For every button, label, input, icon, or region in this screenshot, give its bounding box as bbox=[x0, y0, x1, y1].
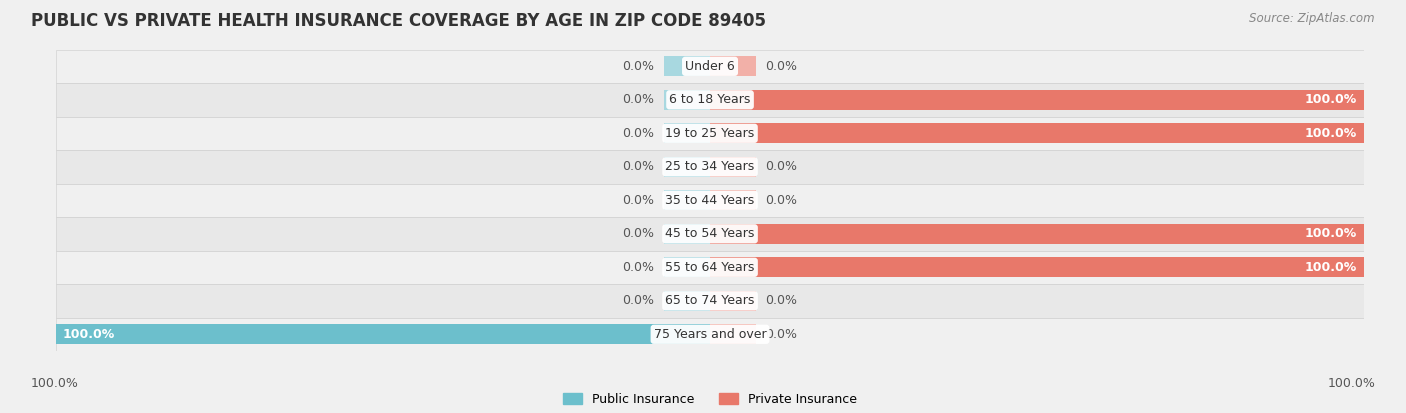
Text: 25 to 34 Years: 25 to 34 Years bbox=[665, 160, 755, 173]
Bar bbox=[664, 224, 710, 244]
Text: 0.0%: 0.0% bbox=[623, 194, 654, 207]
Bar bbox=[710, 224, 1364, 244]
Text: 35 to 44 Years: 35 to 44 Years bbox=[665, 194, 755, 207]
Text: 0.0%: 0.0% bbox=[766, 160, 797, 173]
Text: 19 to 25 Years: 19 to 25 Years bbox=[665, 127, 755, 140]
Bar bbox=[710, 56, 756, 76]
Text: 0.0%: 0.0% bbox=[766, 328, 797, 341]
Text: 100.0%: 100.0% bbox=[1305, 93, 1357, 106]
Text: 100.0%: 100.0% bbox=[1327, 377, 1375, 390]
Text: 0.0%: 0.0% bbox=[623, 227, 654, 240]
Text: Source: ZipAtlas.com: Source: ZipAtlas.com bbox=[1250, 12, 1375, 25]
Bar bbox=[56, 150, 1364, 183]
Legend: Public Insurance, Private Insurance: Public Insurance, Private Insurance bbox=[558, 388, 862, 411]
Text: 0.0%: 0.0% bbox=[623, 294, 654, 307]
Bar bbox=[664, 257, 710, 278]
Text: 55 to 64 Years: 55 to 64 Years bbox=[665, 261, 755, 274]
Bar bbox=[56, 183, 1364, 217]
Text: 0.0%: 0.0% bbox=[623, 261, 654, 274]
Bar bbox=[664, 123, 710, 143]
Bar bbox=[664, 56, 710, 76]
Bar bbox=[710, 90, 1364, 110]
Bar bbox=[56, 284, 1364, 318]
Bar bbox=[710, 190, 756, 210]
Text: 100.0%: 100.0% bbox=[1305, 227, 1357, 240]
Text: 0.0%: 0.0% bbox=[766, 60, 797, 73]
Bar bbox=[56, 324, 710, 344]
Bar bbox=[664, 190, 710, 210]
Bar bbox=[56, 83, 1364, 116]
Bar bbox=[710, 291, 756, 311]
Text: 0.0%: 0.0% bbox=[766, 294, 797, 307]
Text: 0.0%: 0.0% bbox=[623, 93, 654, 106]
Bar bbox=[56, 217, 1364, 251]
Text: 0.0%: 0.0% bbox=[623, 60, 654, 73]
Text: 75 Years and over: 75 Years and over bbox=[654, 328, 766, 341]
Text: 0.0%: 0.0% bbox=[766, 194, 797, 207]
Text: 100.0%: 100.0% bbox=[1305, 261, 1357, 274]
Text: 100.0%: 100.0% bbox=[63, 328, 115, 341]
Text: PUBLIC VS PRIVATE HEALTH INSURANCE COVERAGE BY AGE IN ZIP CODE 89405: PUBLIC VS PRIVATE HEALTH INSURANCE COVER… bbox=[31, 12, 766, 31]
Bar bbox=[56, 50, 1364, 83]
Bar bbox=[56, 116, 1364, 150]
Bar bbox=[664, 157, 710, 177]
Text: 0.0%: 0.0% bbox=[623, 127, 654, 140]
Bar bbox=[56, 318, 1364, 351]
Bar bbox=[664, 90, 710, 110]
Text: Under 6: Under 6 bbox=[685, 60, 735, 73]
Text: 6 to 18 Years: 6 to 18 Years bbox=[669, 93, 751, 106]
Bar bbox=[56, 251, 1364, 284]
Text: 0.0%: 0.0% bbox=[623, 160, 654, 173]
Text: 100.0%: 100.0% bbox=[1305, 127, 1357, 140]
Text: 65 to 74 Years: 65 to 74 Years bbox=[665, 294, 755, 307]
Bar bbox=[710, 157, 756, 177]
Bar bbox=[710, 324, 756, 344]
Bar bbox=[664, 291, 710, 311]
Text: 45 to 54 Years: 45 to 54 Years bbox=[665, 227, 755, 240]
Bar bbox=[710, 257, 1364, 278]
Bar bbox=[710, 123, 1364, 143]
Text: 100.0%: 100.0% bbox=[31, 377, 79, 390]
